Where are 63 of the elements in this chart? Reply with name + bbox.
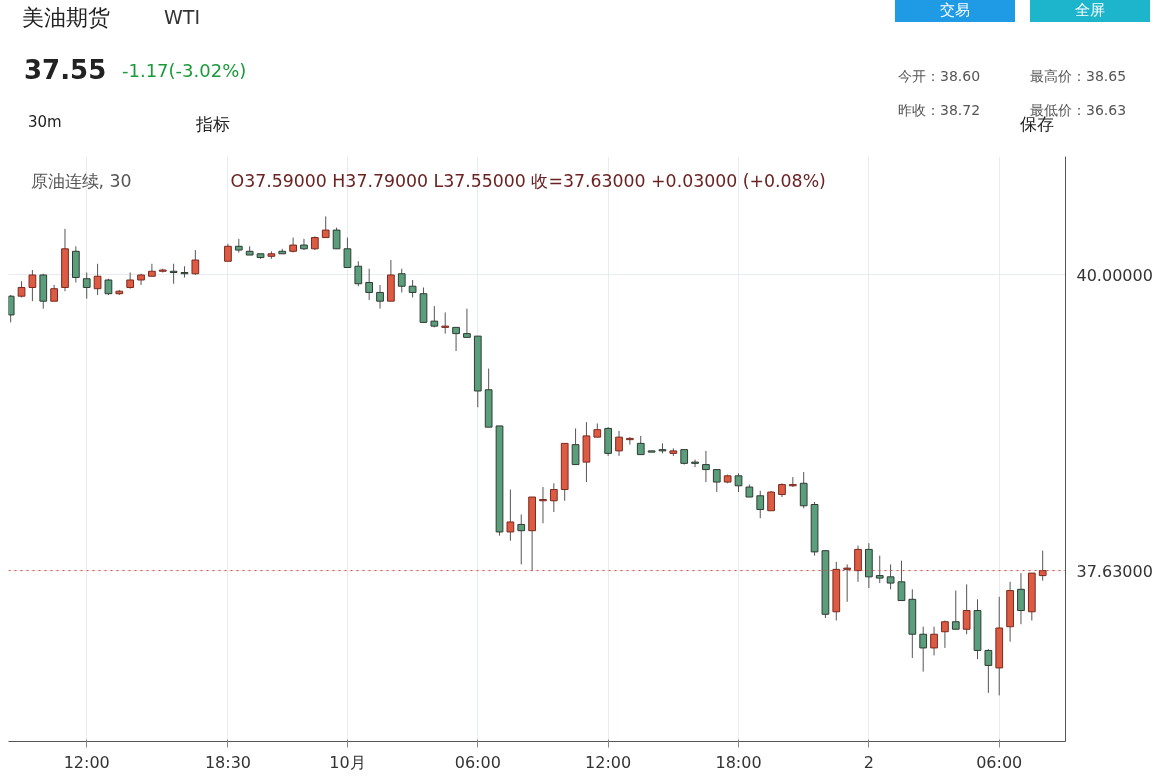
x-tick-label: 06:00 [976, 752, 1023, 772]
candlestick [962, 583, 971, 635]
candlestick [636, 435, 645, 456]
candlestick [354, 260, 363, 287]
candlestick [1038, 550, 1047, 582]
candlestick [452, 326, 460, 352]
candlestick [376, 284, 384, 310]
candlestick [875, 555, 884, 584]
chart-title: 美油期货 [22, 4, 110, 32]
text: -1.17(-3.02%) [122, 59, 247, 83]
candlestick [843, 563, 852, 603]
candlestick [886, 563, 895, 590]
candlestick [951, 590, 960, 630]
candlestick [734, 472, 743, 493]
y-tick-label: 40.00000 [1076, 266, 1153, 285]
text: 30m [28, 112, 62, 133]
candlestick [365, 268, 374, 301]
candlestick [854, 545, 862, 583]
candlestick [441, 311, 450, 335]
candlestick [517, 513, 526, 565]
candlestick [343, 237, 352, 269]
text: 最高价：38.65 [1030, 67, 1127, 86]
x-tick-label: 18:00 [715, 752, 762, 772]
candlestick [712, 469, 721, 493]
x-tick-label: 10月 [329, 752, 366, 772]
text: 最低价：36.63 [1030, 101, 1127, 118]
candlestick [702, 450, 710, 483]
candlestick [897, 560, 906, 602]
candlestick [615, 430, 623, 457]
candlestick [626, 436, 634, 446]
candlestick [321, 215, 330, 239]
y-tick-label: 37.63000 [1076, 561, 1153, 581]
x-tick-label: 2 [863, 752, 874, 772]
candlestick [799, 471, 808, 509]
candlestick [539, 486, 547, 524]
candlestick [984, 648, 993, 694]
text: 指标 [196, 113, 230, 136]
candlestick [289, 237, 297, 254]
candlestick [397, 268, 406, 293]
text: 全屏 [1030, 0, 1150, 22]
annotation: O37.59000 H37.79000 L37.55000 收=37.63000 +0.03000 (+0.08%) [230, 170, 826, 191]
candlestick [941, 620, 949, 649]
text: 37.55 [24, 54, 107, 87]
x-tick-label: 18:30 [204, 752, 251, 772]
candlestick [930, 626, 938, 656]
candlestick [300, 238, 308, 251]
text: 交易 [895, 0, 1015, 22]
x-tick-label: 12:00 [585, 752, 632, 772]
text: 今开：38.60 [898, 67, 981, 86]
text: 昨收：38.72 [898, 101, 981, 120]
candlestick [549, 482, 558, 513]
candlestick [756, 490, 765, 519]
candlestick [463, 308, 471, 338]
annotation: 原油连续, 30 [30, 170, 132, 191]
candlestick [691, 459, 699, 468]
candlestick [506, 489, 515, 542]
x-tick-label: 12:00 [63, 752, 110, 772]
candlestick [919, 626, 928, 673]
chart-subtitle: WTI [164, 5, 200, 30]
x-tick-label: 06:00 [454, 752, 501, 772]
candlestick [1017, 572, 1025, 625]
candlestick [571, 427, 580, 466]
candlestick [332, 227, 341, 250]
